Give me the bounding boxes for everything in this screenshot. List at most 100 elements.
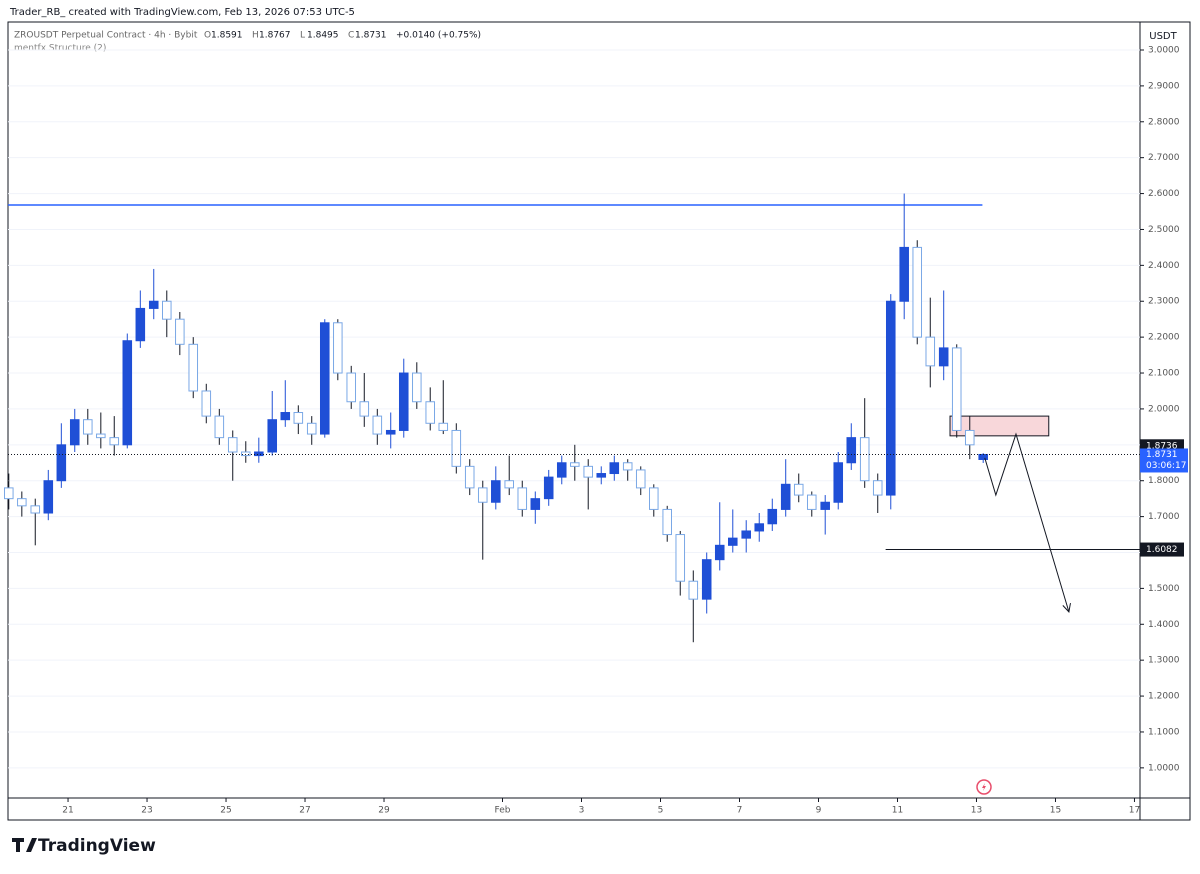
candle-body xyxy=(912,246,923,338)
level-tag xyxy=(1140,542,1184,557)
candle-body xyxy=(464,465,475,489)
candle-body xyxy=(398,372,409,431)
candle-body xyxy=(714,544,725,561)
candle-body xyxy=(964,429,975,446)
lightning-icon[interactable] xyxy=(976,779,992,795)
candle-body xyxy=(635,469,646,489)
candle-body xyxy=(240,451,251,457)
x-tick-label: 13 xyxy=(971,806,982,816)
x-tick-label: 15 xyxy=(1050,806,1061,816)
candle-body xyxy=(543,476,554,500)
countdown: 03:06:17 xyxy=(1146,461,1186,471)
candle-body xyxy=(175,318,185,345)
candle-body xyxy=(649,487,659,510)
candle-body xyxy=(83,419,93,435)
candle-body xyxy=(583,465,593,478)
supply-zone xyxy=(949,415,1050,437)
candle-body xyxy=(609,462,620,475)
legend: ZROUSDT Perpetual Contract · 4h · Bybit … xyxy=(14,31,481,54)
x-tick-label: 29 xyxy=(378,806,390,816)
candle-body xyxy=(675,534,686,582)
price-label: 1.8731 xyxy=(1146,450,1178,460)
candle-body xyxy=(833,462,844,503)
candle-body xyxy=(306,422,317,435)
candle-body xyxy=(767,508,778,525)
candle-body xyxy=(162,300,172,320)
level-label: 1.6082 xyxy=(1146,545,1178,555)
candle-body xyxy=(96,433,106,439)
brand: TradingView xyxy=(12,836,156,856)
candle-body xyxy=(359,401,370,417)
x-tick-label: Feb xyxy=(495,806,511,816)
y-tick-label: 2.4000 xyxy=(1148,261,1180,271)
candle-body xyxy=(491,480,501,503)
candle-body xyxy=(412,372,422,403)
candle-body xyxy=(596,473,607,478)
y-tick-label: 2.1000 xyxy=(1148,369,1180,379)
candle-body xyxy=(978,453,988,460)
ohlc-letter: O xyxy=(204,31,211,41)
projection-path xyxy=(984,432,1069,612)
x-tick-label: 3 xyxy=(579,806,585,816)
ohlc-value: 1.8495 xyxy=(307,31,339,41)
candle-body xyxy=(688,580,699,600)
y-tick-label: 2.3000 xyxy=(1148,297,1180,307)
candle-body xyxy=(701,559,712,600)
x-tick-label: 5 xyxy=(658,806,664,816)
y-tick-label: 2.5000 xyxy=(1148,225,1180,235)
candle-body xyxy=(267,419,278,453)
candle-body xyxy=(385,429,396,435)
candle-body xyxy=(148,300,159,309)
ohlc-value: 1.8591 xyxy=(211,31,243,41)
y-tick-label: 2.8000 xyxy=(1148,117,1180,127)
candle-body xyxy=(662,508,672,536)
y-tick-label: 2.9000 xyxy=(1148,81,1180,91)
candle-body xyxy=(885,300,896,496)
candle-body xyxy=(122,340,133,446)
y-tick-label: 1.3000 xyxy=(1148,656,1180,666)
candle-body xyxy=(333,322,343,374)
candle-body xyxy=(254,451,264,457)
candle-body xyxy=(188,343,199,392)
x-tick-label: 17 xyxy=(1129,806,1140,816)
ohlc-letter: L xyxy=(300,31,305,41)
candle-body xyxy=(438,422,449,431)
candle-body xyxy=(754,523,765,532)
y-tick-label: 2.6000 xyxy=(1148,189,1180,199)
candle-body xyxy=(728,537,738,546)
ohlc-value: 1.8731 xyxy=(355,31,387,41)
indicator: mentfx Structure (2) xyxy=(14,44,106,54)
candle-body xyxy=(504,480,515,489)
candle-body xyxy=(346,372,357,403)
candle-body xyxy=(69,419,80,446)
candle-body xyxy=(951,347,962,431)
candle-body xyxy=(372,415,383,435)
candle-body xyxy=(477,487,488,503)
change: +0.0140 (+0.75%) xyxy=(396,31,481,41)
y-tick-label: 2.2000 xyxy=(1148,333,1180,343)
candle-body xyxy=(56,444,67,482)
candle-body xyxy=(622,462,633,471)
candle-body xyxy=(30,505,41,514)
candle-body xyxy=(280,412,291,421)
candle-body xyxy=(806,494,817,510)
x-tick-label: 9 xyxy=(816,806,822,816)
candle-body xyxy=(135,307,146,342)
y-tick-label: 1.2000 xyxy=(1148,692,1180,702)
price-tag xyxy=(1140,448,1188,473)
candle-body xyxy=(556,462,567,478)
candle-body xyxy=(741,530,751,539)
y-tick-label: 1.0000 xyxy=(1148,763,1180,773)
x-tick-label: 11 xyxy=(892,806,903,816)
x-tick-label: 21 xyxy=(62,806,73,816)
candle-body xyxy=(4,487,14,500)
candle-body xyxy=(925,336,936,367)
candle-body xyxy=(938,347,949,367)
candle-body xyxy=(214,415,225,439)
candle-body xyxy=(859,437,870,482)
candle-body xyxy=(109,437,120,446)
x-tick-label: 25 xyxy=(220,806,231,816)
y-tick-label: 2.7000 xyxy=(1148,153,1180,163)
x-tick-label: 23 xyxy=(141,806,152,816)
